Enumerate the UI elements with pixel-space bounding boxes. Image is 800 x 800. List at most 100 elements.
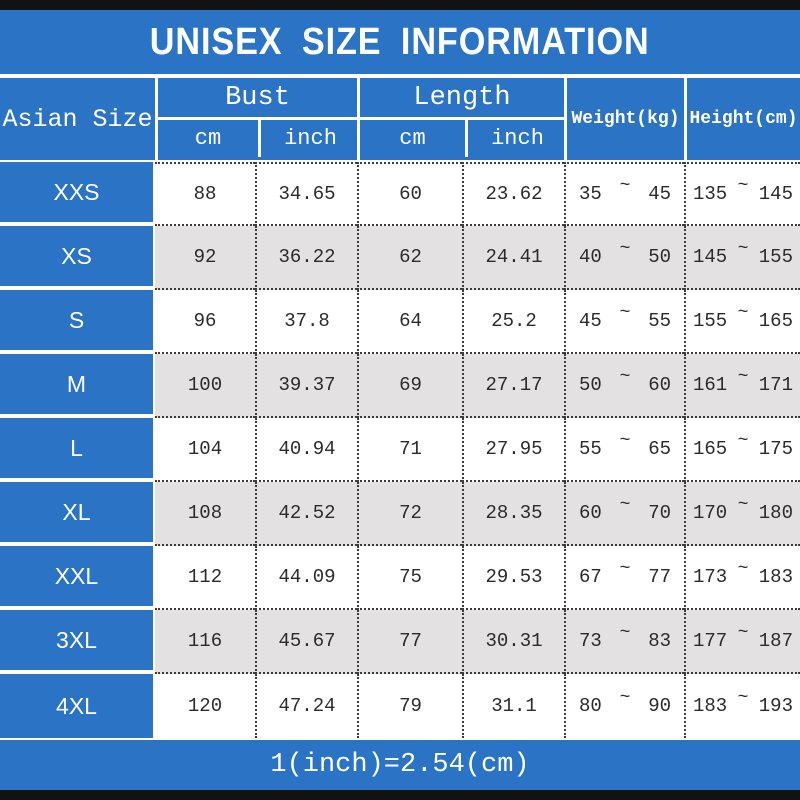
size-label: L xyxy=(70,434,83,461)
weight-max-value: 50 xyxy=(648,246,671,268)
weight-max-value: 45 xyxy=(648,183,671,205)
tilde-symbol: ~ xyxy=(619,559,631,579)
height-max-value: 145 xyxy=(758,183,793,205)
weight-min-value: 45 xyxy=(579,310,602,332)
height-min-value: 177 xyxy=(693,630,728,652)
height-min-value: 170 xyxy=(693,502,728,524)
height-max-value: 187 xyxy=(758,630,793,652)
length-inch-value: 30.31 xyxy=(485,630,543,652)
height-range-cell: 165 ~ 175 xyxy=(684,418,800,482)
table-header: Asian Size Bust cm inch Length cm inch W… xyxy=(0,78,800,160)
length-cm-cell: 75 xyxy=(357,546,462,610)
length-inch-cell: 25.2 xyxy=(462,290,564,354)
bust-cm-value: 104 xyxy=(187,438,223,460)
header-height: Height(cm) xyxy=(684,78,800,160)
length-cm-cell: 64 xyxy=(357,290,462,354)
bust-inch-cell: 37.8 xyxy=(255,290,357,354)
header-length-group: Length cm inch xyxy=(357,78,564,160)
size-label: 3XL xyxy=(56,626,97,653)
length-inch-cell: 30.31 xyxy=(462,610,564,674)
bust-cm-value: 92 xyxy=(193,246,217,268)
length-cm-value: 64 xyxy=(399,310,422,332)
weight-max-value: 77 xyxy=(648,566,671,588)
table-row: XS 92 36.22 62 24.41 40 ~ 50 145 ~ 155 xyxy=(0,226,800,290)
weight-range-cell: 35 ~ 45 xyxy=(564,162,684,226)
bust-cm-value: 120 xyxy=(187,695,223,717)
size-cell: XXS xyxy=(0,162,155,226)
table-row: S 96 37.8 64 25.2 45 ~ 55 155 ~ 165 xyxy=(0,290,800,354)
height-range-cell: 177 ~ 187 xyxy=(684,610,800,674)
tilde-symbol: ~ xyxy=(737,559,749,579)
size-label: S xyxy=(68,306,85,333)
height-min-value: 161 xyxy=(693,374,728,396)
length-inch-value: 24.41 xyxy=(485,246,543,268)
header-bust-cm: cm xyxy=(194,126,222,151)
height-min-value: 155 xyxy=(693,310,728,332)
bust-cm-cell: 112 xyxy=(155,546,255,610)
length-cm-value: 71 xyxy=(399,438,422,460)
tilde-symbol: ~ xyxy=(737,176,749,196)
length-cm-value: 69 xyxy=(399,374,422,396)
weight-max-value: 65 xyxy=(648,438,671,460)
weight-min-value: 50 xyxy=(579,374,602,396)
length-inch-cell: 28.35 xyxy=(462,482,564,546)
height-max-value: 175 xyxy=(758,438,793,460)
bust-cm-value: 108 xyxy=(187,502,223,524)
tilde-symbol: ~ xyxy=(619,431,631,451)
top-black-strip xyxy=(0,0,800,10)
page-title: UNISEX SIZE INFORMATION xyxy=(150,20,650,63)
size-label: XXS xyxy=(53,178,100,205)
table-row: 4XL 120 47.24 79 31.1 80 ~ 90 183 ~ 193 xyxy=(0,674,800,738)
bust-inch-cell: 47.24 xyxy=(255,674,357,738)
height-range-cell: 183 ~ 193 xyxy=(684,674,800,738)
weight-range-cell: 55 ~ 65 xyxy=(564,418,684,482)
height-max-value: 183 xyxy=(758,566,793,588)
conversion-note: 1(inch)=2.54(cm) xyxy=(270,750,530,780)
length-cm-cell: 77 xyxy=(357,610,462,674)
bust-cm-cell: 92 xyxy=(155,226,255,290)
length-inch-cell: 27.17 xyxy=(462,354,564,418)
bust-cm-cell: 104 xyxy=(155,418,255,482)
bust-cm-value: 88 xyxy=(193,183,217,205)
weight-range-cell: 73 ~ 83 xyxy=(564,610,684,674)
height-min-value: 165 xyxy=(693,438,728,460)
header-weight: Weight(kg) xyxy=(564,78,684,160)
length-cm-value: 75 xyxy=(399,566,422,588)
length-inch-cell: 23.62 xyxy=(462,162,564,226)
length-cm-cell: 69 xyxy=(357,354,462,418)
length-cm-cell: 72 xyxy=(357,482,462,546)
weight-range-cell: 50 ~ 60 xyxy=(564,354,684,418)
header-length-inch: inch xyxy=(465,120,567,157)
weight-min-value: 35 xyxy=(579,183,602,205)
bust-inch-cell: 36.22 xyxy=(255,226,357,290)
weight-max-value: 60 xyxy=(648,374,671,396)
size-cell: XL xyxy=(0,482,155,546)
weight-max-value: 70 xyxy=(648,502,671,524)
title-bar: UNISEX SIZE INFORMATION xyxy=(0,10,800,74)
length-cm-value: 77 xyxy=(399,630,422,652)
header-bust: Bust xyxy=(158,78,357,120)
header-asian-size: Asian Size xyxy=(0,78,155,160)
header-bust-group: Bust cm inch xyxy=(155,78,357,160)
size-label: XXL xyxy=(54,562,99,589)
height-max-value: 180 xyxy=(758,502,793,524)
weight-max-value: 83 xyxy=(648,630,671,652)
header-divider xyxy=(0,160,800,162)
table-row: M 100 39.37 69 27.17 50 ~ 60 161 ~ 171 xyxy=(0,354,800,418)
size-label: M xyxy=(66,370,87,397)
height-min-value: 135 xyxy=(693,183,728,205)
bust-cm-cell: 116 xyxy=(155,610,255,674)
weight-range-cell: 80 ~ 90 xyxy=(564,674,684,738)
bust-cm-cell: 100 xyxy=(155,354,255,418)
height-max-value: 155 xyxy=(758,246,793,268)
length-inch-value: 27.95 xyxy=(485,438,543,460)
table-row: XXL 112 44.09 75 29.53 67 ~ 77 173 ~ 183 xyxy=(0,546,800,610)
tilde-symbol: ~ xyxy=(619,495,631,515)
bust-cm-value: 116 xyxy=(187,630,223,652)
header-bust-inch: inch xyxy=(258,120,360,157)
tilde-symbol: ~ xyxy=(737,367,749,387)
bust-inch-value: 39.37 xyxy=(278,374,336,396)
header-length-units: cm inch xyxy=(360,120,564,157)
tilde-symbol: ~ xyxy=(619,176,631,196)
tilde-symbol: ~ xyxy=(737,303,749,323)
